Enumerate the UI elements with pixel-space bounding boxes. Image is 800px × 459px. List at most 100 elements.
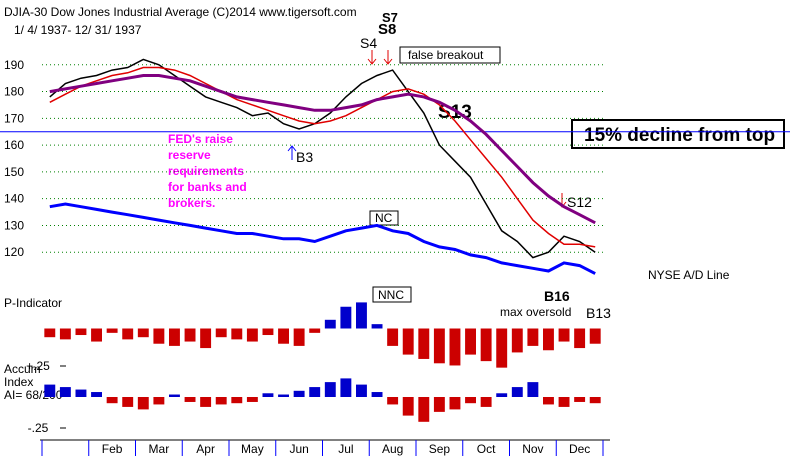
bar bbox=[153, 397, 165, 405]
y-tick-label: 130 bbox=[4, 218, 24, 232]
bar bbox=[215, 397, 227, 405]
x-tick-label: Jul bbox=[338, 442, 353, 456]
bar bbox=[527, 328, 539, 346]
annotation-box bbox=[369, 210, 399, 226]
bar bbox=[589, 328, 601, 344]
bar bbox=[589, 397, 601, 404]
bar bbox=[106, 397, 118, 404]
bar bbox=[356, 302, 367, 329]
bar bbox=[262, 328, 274, 336]
bar bbox=[106, 328, 118, 333]
signal: B16 bbox=[544, 288, 570, 304]
bar bbox=[169, 328, 180, 346]
bar bbox=[480, 397, 492, 407]
bar bbox=[371, 392, 383, 397]
bar bbox=[558, 328, 570, 342]
subtitle: 1/ 4/ 1937- 12/ 31/ 1937 bbox=[14, 23, 142, 37]
bar bbox=[371, 324, 383, 329]
annotation: NC bbox=[375, 211, 393, 225]
bar bbox=[44, 384, 56, 397]
y-tick-label: 150 bbox=[4, 165, 24, 179]
panel-title: Index bbox=[4, 375, 33, 389]
bar bbox=[449, 397, 461, 410]
bar bbox=[387, 328, 399, 346]
annotation: FED's raise bbox=[168, 132, 233, 146]
bar bbox=[169, 394, 180, 397]
bar bbox=[137, 397, 149, 410]
signal: B13 bbox=[586, 305, 611, 321]
bar bbox=[44, 328, 56, 338]
bar bbox=[496, 328, 508, 368]
bar bbox=[215, 328, 227, 338]
bar bbox=[543, 328, 554, 351]
x-tick-label: Nov bbox=[522, 442, 543, 456]
bar bbox=[558, 397, 570, 407]
bar bbox=[574, 397, 586, 402]
bar bbox=[293, 328, 305, 346]
bar bbox=[262, 393, 274, 397]
bar bbox=[184, 328, 196, 342]
annotation: for banks and bbox=[168, 180, 247, 194]
bar bbox=[153, 328, 165, 344]
x-tick-label: Apr bbox=[196, 442, 215, 456]
signal-arrow bbox=[287, 145, 297, 160]
bar bbox=[122, 397, 134, 407]
annotation: brokers. bbox=[168, 196, 215, 210]
annotation: 15% decline from top bbox=[584, 125, 775, 146]
x-tick-label: Mar bbox=[149, 442, 170, 456]
y-tick-label: -.25 bbox=[28, 421, 49, 435]
signal: S12 bbox=[567, 194, 592, 210]
bar bbox=[574, 328, 586, 349]
bar bbox=[91, 328, 102, 342]
x-tick-label: Sep bbox=[429, 442, 451, 456]
bar bbox=[402, 328, 414, 355]
annotation-box bbox=[372, 286, 412, 303]
bar bbox=[246, 328, 258, 342]
bar bbox=[402, 397, 414, 416]
signal-arrow bbox=[367, 50, 567, 208]
bar bbox=[59, 328, 71, 340]
bar bbox=[340, 306, 352, 329]
bar bbox=[433, 397, 445, 412]
line-series bbox=[49, 202, 596, 275]
signal: S7 bbox=[382, 10, 398, 25]
bar bbox=[246, 397, 258, 402]
bar bbox=[418, 328, 430, 359]
line-series bbox=[49, 66, 596, 248]
bar bbox=[231, 397, 243, 404]
bar bbox=[465, 397, 476, 404]
bar bbox=[278, 328, 289, 344]
bar bbox=[449, 328, 461, 366]
annotation-box bbox=[571, 119, 785, 149]
bar bbox=[465, 328, 476, 355]
x-tick-label: May bbox=[241, 442, 264, 456]
signal: S8 bbox=[378, 21, 396, 38]
bar bbox=[91, 392, 102, 397]
y-tick-label: +.25 bbox=[26, 359, 50, 373]
annotation: requirements bbox=[168, 164, 244, 178]
bar bbox=[75, 328, 87, 336]
bar bbox=[59, 387, 71, 397]
bar bbox=[200, 397, 212, 407]
y-tick-label: 140 bbox=[4, 192, 24, 206]
x-tick-label: Feb bbox=[102, 442, 123, 456]
line-series bbox=[49, 58, 596, 259]
bar bbox=[122, 328, 134, 340]
x-tick-label: Oct bbox=[477, 442, 496, 456]
bar bbox=[480, 328, 492, 362]
bar bbox=[200, 328, 212, 349]
y-tick-label: 190 bbox=[4, 58, 24, 72]
legend-label: NYSE A/D Line bbox=[648, 268, 730, 282]
y-tick-label: 120 bbox=[4, 245, 24, 259]
bar bbox=[527, 382, 539, 397]
x-tick-label: Aug bbox=[382, 442, 403, 456]
y-tick-label: 170 bbox=[4, 111, 24, 125]
signal: S4 bbox=[360, 35, 377, 51]
bar bbox=[137, 328, 149, 338]
bar bbox=[75, 389, 87, 397]
bar bbox=[511, 328, 523, 353]
bar bbox=[184, 397, 196, 402]
annotation: reserve bbox=[168, 148, 211, 162]
annotation: false breakout bbox=[408, 48, 484, 62]
bar bbox=[293, 390, 305, 397]
